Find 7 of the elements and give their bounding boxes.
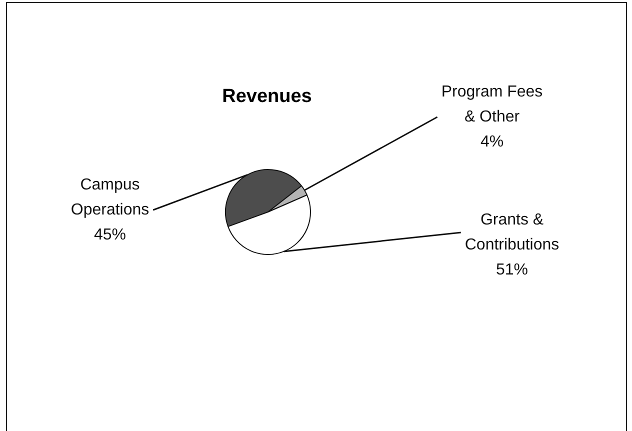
- data-label: 45%: [94, 226, 126, 244]
- data-label: 4%: [480, 133, 504, 150]
- slice-label: Program Fees & Other: [441, 83, 543, 126]
- chart-title: Revenues: [221, 86, 313, 108]
- slice-label: Campus Operations: [70, 176, 150, 218]
- slice-label: Grants & Contributions: [464, 211, 560, 254]
- data-label: 51%: [496, 261, 528, 278]
